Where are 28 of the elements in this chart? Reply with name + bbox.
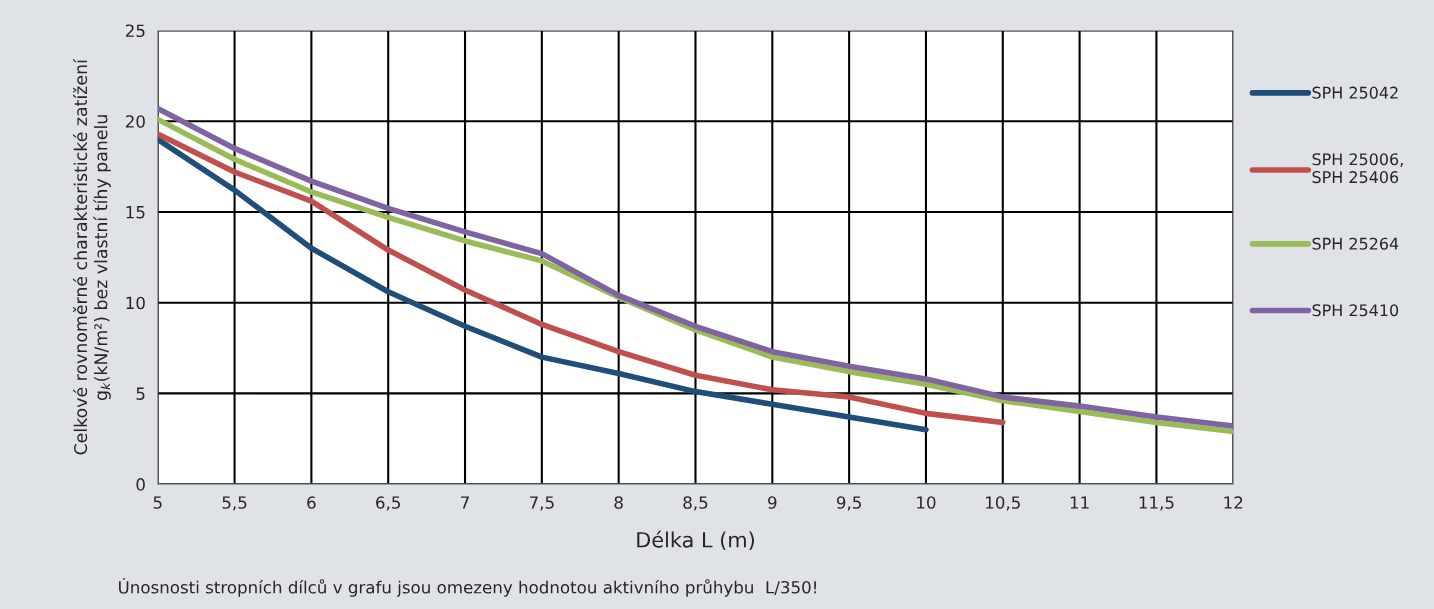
x-tick-label: 5 [153,496,162,509]
legend-label: SPH 25264 [1312,237,1399,250]
y-tick-label: 0 [136,478,145,491]
x-tick-label: 6 [307,496,316,509]
legend-label: SPH 25410 [1312,304,1399,317]
x-tick-label: 9,5 [836,496,861,511]
x-tick-label: 8,5 [683,496,708,511]
x-tick-label: 11 [1070,496,1089,509]
x-tick-label: 9 [768,496,777,509]
x-tick-label: 10,5 [986,496,1020,511]
y-tick-label: 20 [125,115,145,128]
x-tick-label: 12 [1224,496,1243,509]
y-tick-label: 10 [126,296,145,310]
x-tick-label: 10 [917,496,936,509]
x-tick-label: 8 [614,496,623,509]
y-tick-label: 5 [136,387,145,400]
x-tick-label: 6,5 [376,496,400,511]
x-tick-label: 11,5 [1139,496,1174,511]
y-tick-label: 25 [125,24,145,38]
y-axis-title: Celkové rovnoměrné charakteristické zatížení g$_{k}$(kN/m²) bez vlastní tíhy panelu [73,58,111,455]
legend-label: SPH 25006, SPH 25406 [1312,153,1403,184]
x-tick-label: 7,5 [529,496,554,511]
x-axis-title: Délka L (m) [637,530,754,551]
text: Únosnosti stropních dílců v grafu jsou omezeny hodnotou aktivního průhybu L/350! [119,577,816,597]
legend-label: SPH 25042 [1312,86,1398,99]
x-tick-label: 5,5 [222,496,247,511]
y-tick-label: 15 [126,206,145,219]
x-tick-label: 7 [461,496,469,509]
